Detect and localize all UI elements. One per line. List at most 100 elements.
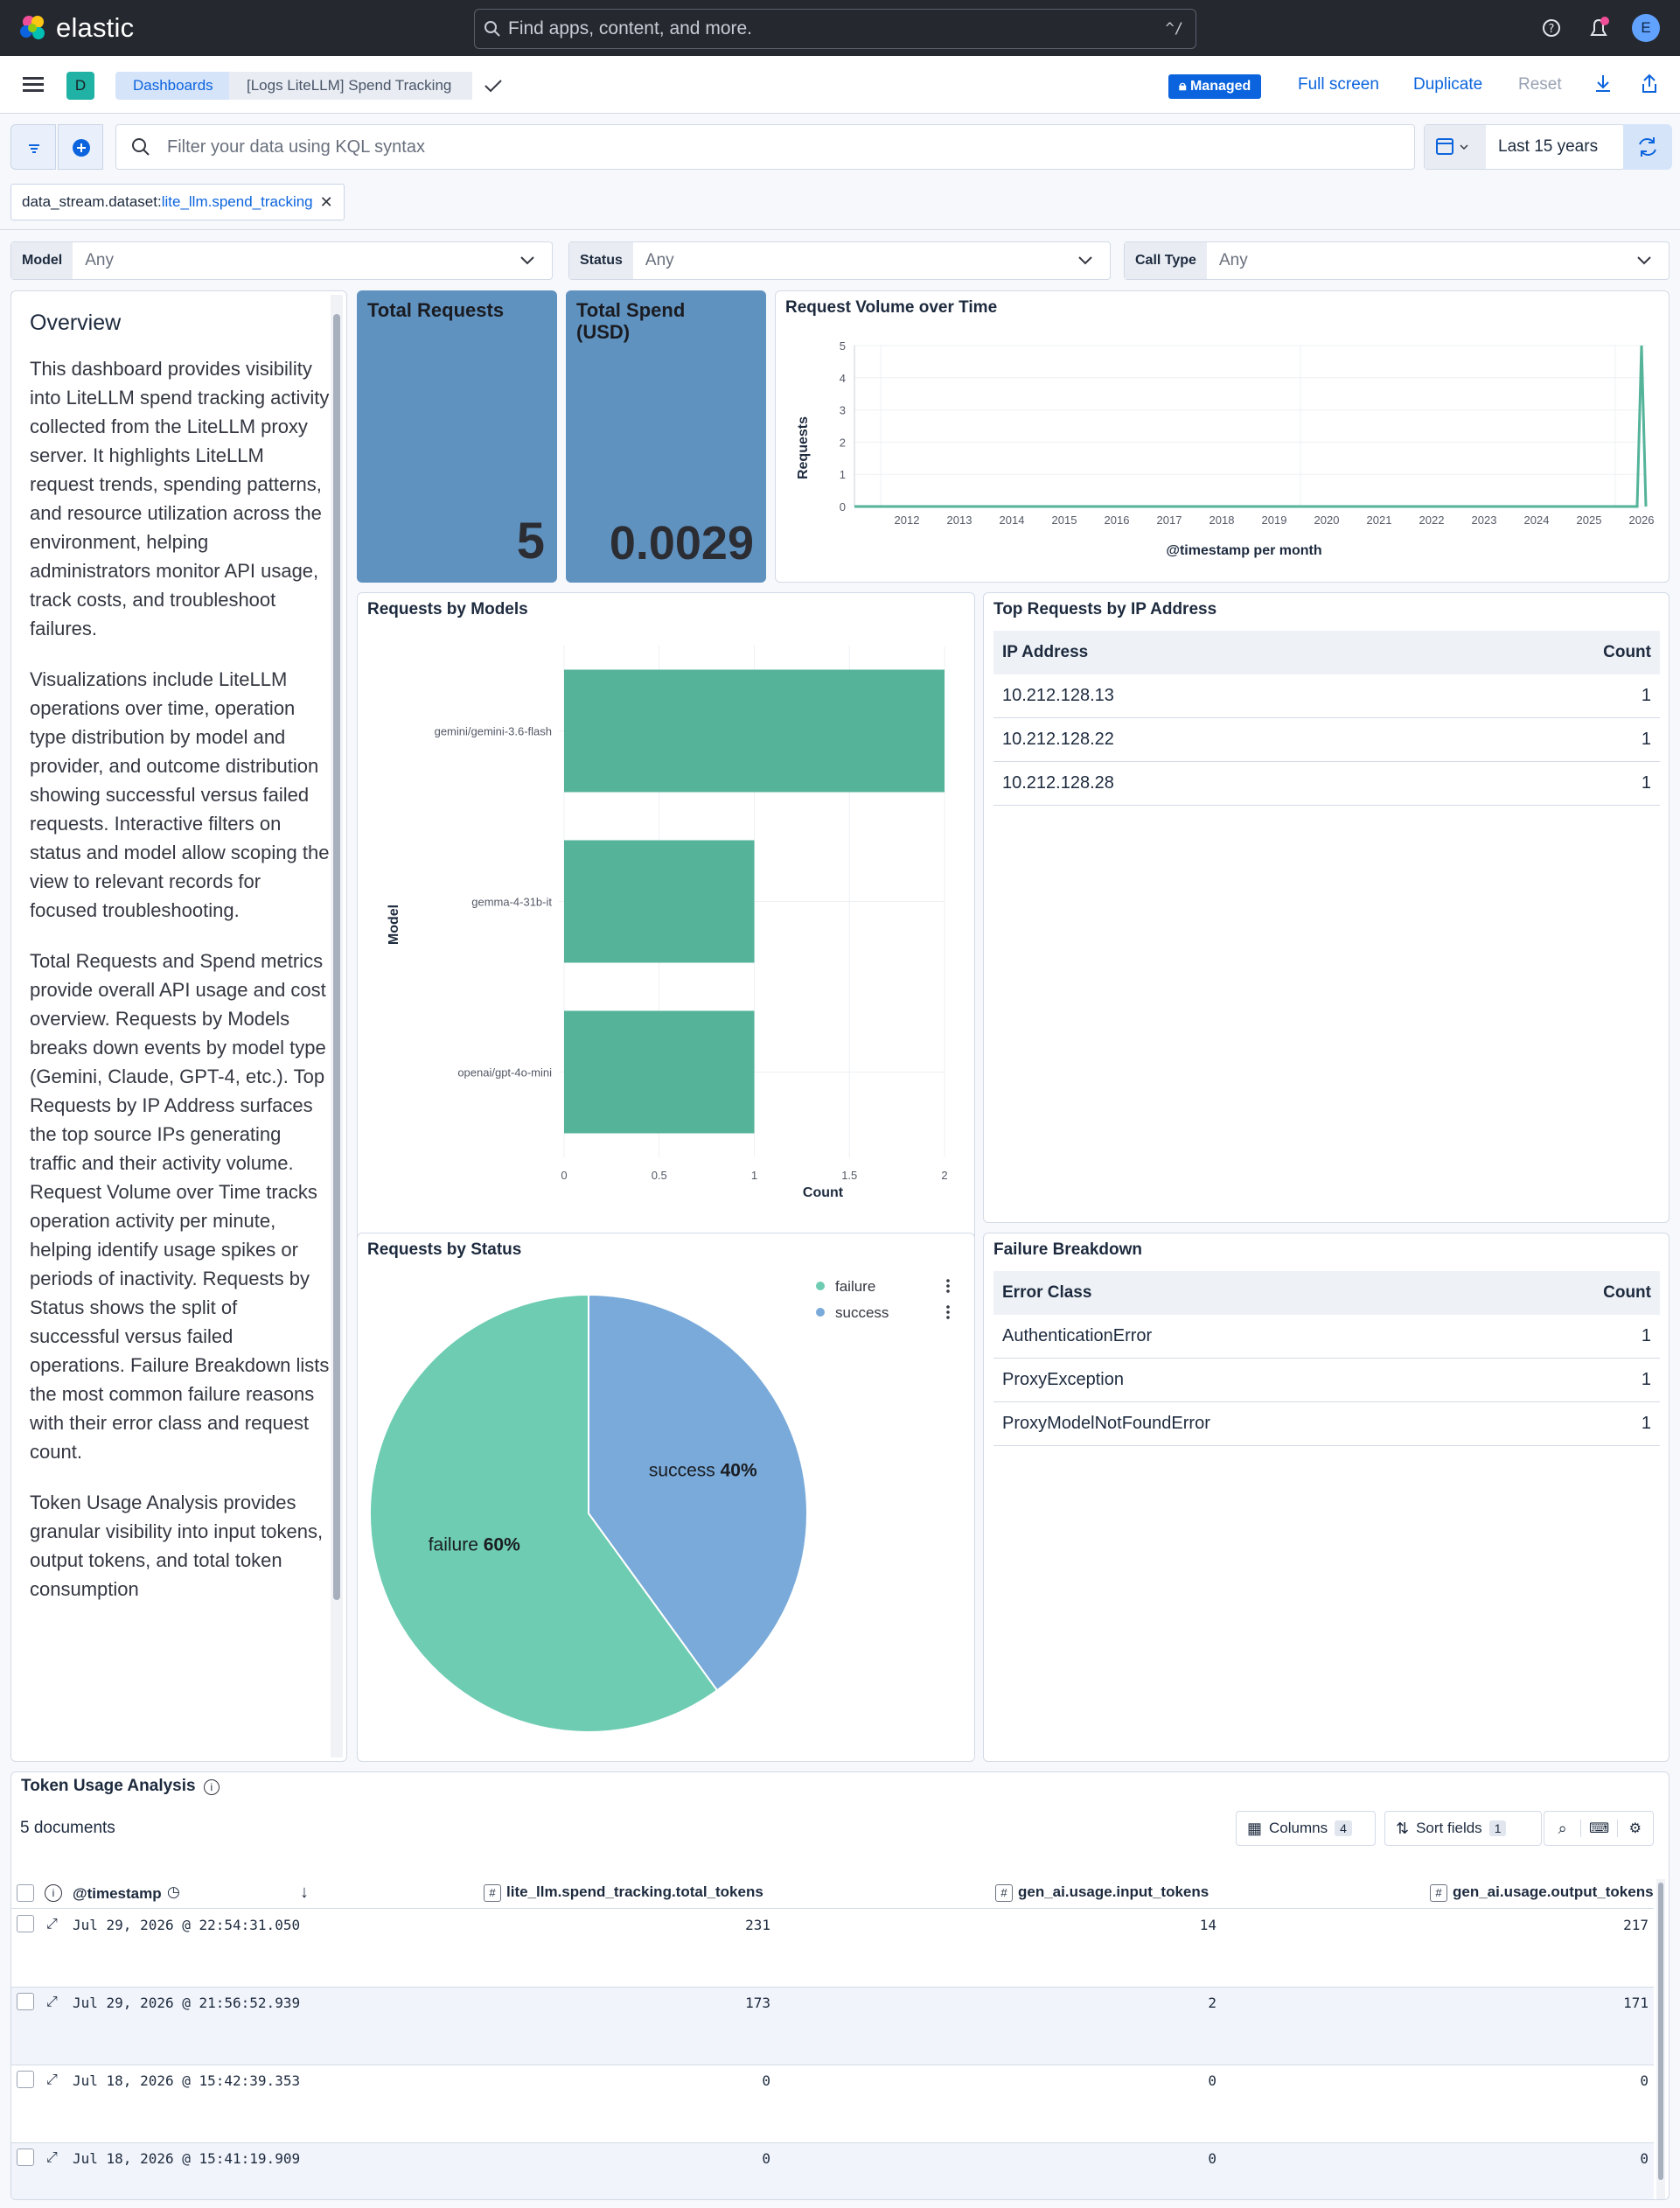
chevron-down-icon (1637, 256, 1651, 265)
number-field-icon: # (995, 1884, 1013, 1902)
error-class-cell: ProxyException (1002, 1370, 1124, 1389)
legend-menu-icon (946, 1316, 950, 1319)
columns-label: Columns (1269, 1820, 1328, 1836)
request-volume-panel: Request Volume over Time 0 1 2 3 4 5 2012 2013 2… (775, 290, 1670, 583)
x-axis-label: @timestamp per month (1166, 543, 1322, 558)
column-header-count[interactable]: Count (1603, 643, 1651, 661)
overview-scrollbar[interactable] (331, 295, 343, 1757)
column-header-timestamp[interactable]: @timestamp (73, 1885, 162, 1902)
table-row: ⤢ Jul 18, 2026 @ 15:41:19.909 0 0 0 (11, 2143, 1654, 2199)
display-settings-icon[interactable]: ⚙ (1616, 1820, 1653, 1837)
menu-icon[interactable] (23, 75, 44, 94)
column-header-total-tokens[interactable]: # lite_llm.spend_tracking.total_tokens (484, 1883, 763, 1902)
call-type-control[interactable]: Call Type Any (1124, 241, 1670, 280)
legend-menu-icon (946, 1289, 950, 1293)
scrollbar-thumb[interactable] (333, 314, 340, 1600)
output-tokens-cell: 171 (1623, 1995, 1649, 2011)
column-header-error-class[interactable]: Error Class (1002, 1283, 1092, 1302)
y-tick-label: openai/gpt-4o-mini (457, 1066, 552, 1080)
info-icon[interactable]: i (203, 1779, 220, 1795)
breadcrumb-current: [Logs LiteLLM] Spend Tracking (229, 72, 473, 100)
expand-icon[interactable]: ⤢ (46, 1993, 58, 2009)
timestamp-cell: Jul 18, 2026 @ 15:42:39.353 (73, 2072, 301, 2089)
ip-cell: 10.212.128.28 (1002, 773, 1114, 793)
table-row: 10.212.128.13 1 (993, 674, 1660, 718)
requests-by-models-chart[interactable]: 0 0.5 1 1.5 2 gemini/gemini-3.6-flash gemma-4-… (358, 593, 974, 1232)
date-quick-menu-button[interactable] (1425, 125, 1486, 169)
row-checkbox[interactable] (17, 2071, 34, 2088)
panel-title: Failure Breakdown (993, 1240, 1142, 1259)
expand-icon[interactable]: ⤢ (46, 2071, 58, 2087)
time-range-label[interactable]: Last 15 years (1498, 137, 1599, 156)
global-search-input[interactable]: Find apps, content, and more. ^/ (474, 9, 1196, 49)
column-header-ip[interactable]: IP Address (1002, 643, 1089, 661)
plus-icon (73, 139, 90, 157)
x-tick-label: 1 (751, 1169, 757, 1182)
y-tick-label: 2 (840, 436, 846, 449)
column-header-output-tokens[interactable]: # gen_ai.usage.output_tokens (1430, 1883, 1654, 1902)
sort-label: Sort fields (1416, 1820, 1482, 1836)
refresh-button[interactable] (1623, 124, 1672, 170)
sort-descending-icon[interactable]: ↓ (300, 1883, 309, 1902)
count-cell: 1 (1641, 773, 1651, 793)
full-screen-button[interactable]: Full screen (1298, 75, 1379, 94)
x-tick-label: 2014 (1000, 514, 1025, 527)
clock-icon: ◷ (167, 1883, 180, 1900)
help-icon[interactable]: ? (1539, 16, 1564, 40)
download-icon[interactable] (1593, 73, 1613, 94)
managed-badge[interactable]: 🔒︎ Managed (1168, 74, 1262, 99)
add-filter-button[interactable] (58, 124, 103, 170)
x-tick-label: 0 (561, 1169, 567, 1182)
total-spend-metric[interactable]: Total Spend (USD) 0.0029 (566, 290, 766, 583)
app-header: D Dashboards [Logs LiteLLM] Spend Tracki… (0, 56, 1680, 114)
keyboard-icon[interactable]: ⌨ (1580, 1820, 1616, 1837)
status-control[interactable]: Status Any (568, 241, 1111, 280)
kql-search-input[interactable]: Filter your data using KQL syntax (115, 124, 1415, 170)
elastic-logo[interactable]: elastic (17, 12, 134, 44)
search-icon (132, 138, 150, 156)
model-control[interactable]: Model Any (10, 241, 553, 280)
grid-scrollbar[interactable] (1656, 1879, 1665, 2199)
column-header-count[interactable]: Count (1603, 1283, 1651, 1302)
date-picker[interactable]: Last 15 years (1424, 124, 1625, 170)
total-requests-metric[interactable]: Total Requests 5 (357, 290, 557, 583)
select-all-checkbox[interactable] (17, 1884, 34, 1902)
timestamp-cell: Jul 29, 2026 @ 22:54:31.050 (73, 1917, 301, 1933)
expand-icon[interactable]: ⤢ (46, 2149, 58, 2165)
expand-icon[interactable]: ⤢ (46, 1915, 58, 1932)
info-icon[interactable]: i (45, 1884, 62, 1902)
reset-button[interactable]: Reset (1518, 75, 1562, 94)
search-icon[interactable]: ⌕ (1558, 1819, 1567, 1837)
filter-pill[interactable]: data_stream.dataset: lite_llm.spend_trac… (10, 184, 345, 220)
breadcrumb-dashboards[interactable]: Dashboards (115, 72, 234, 100)
svg-text:?: ? (1549, 23, 1555, 36)
request-volume-chart[interactable]: 0 1 2 3 4 5 2012 2013 2014 2015 2016 2017 2018 2019 20… (776, 291, 1669, 582)
total-tokens-cell: 173 (745, 1995, 770, 2011)
notifications-icon[interactable] (1586, 16, 1611, 40)
x-tick-label: 2017 (1157, 514, 1182, 527)
x-tick-label: 2025 (1577, 514, 1602, 527)
legend-menu-icon (946, 1310, 950, 1314)
filter-menu-button[interactable] (10, 124, 56, 170)
close-icon[interactable]: ✕ (319, 192, 333, 211)
scrollbar-thumb[interactable] (1658, 1883, 1663, 2180)
x-tick-label: 2022 (1419, 514, 1445, 527)
control-value: Any (85, 251, 114, 269)
column-header-input-tokens[interactable]: # gen_ai.usage.input_tokens (995, 1883, 1209, 1902)
share-icon[interactable] (1640, 73, 1659, 94)
row-checkbox[interactable] (17, 2149, 34, 2166)
row-checkbox[interactable] (17, 1915, 34, 1932)
calendar-icon (1436, 138, 1468, 155)
requests-by-status-chart[interactable]: success 40% failure 60% failure success (358, 1233, 974, 1761)
space-badge[interactable]: D (66, 72, 94, 100)
input-tokens-cell: 0 (1208, 2072, 1216, 2089)
legend-menu-icon (946, 1305, 950, 1309)
top-requests-ip-panel: Top Requests by IP Address IP Address Cou… (983, 592, 1670, 1223)
sort-fields-button[interactable]: ⇅ Sort fields 1 (1384, 1811, 1542, 1846)
row-checkbox[interactable] (17, 1993, 34, 2010)
failure-breakdown-panel: Failure Breakdown Error Class Count Authe… (983, 1233, 1670, 1762)
duplicate-button[interactable]: Duplicate (1413, 75, 1483, 94)
user-avatar[interactable]: E (1632, 14, 1660, 42)
columns-button[interactable]: ▦ Columns 4 (1236, 1811, 1376, 1846)
input-tokens-cell: 0 (1208, 2150, 1216, 2167)
